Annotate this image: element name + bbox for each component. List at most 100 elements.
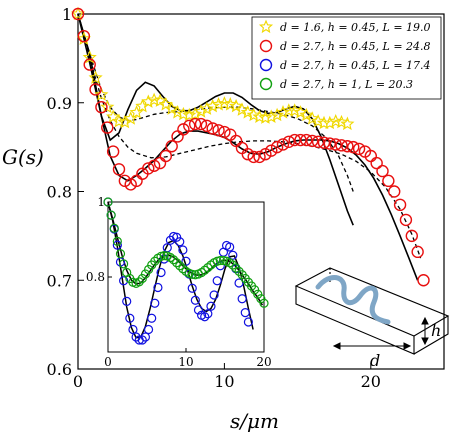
data-point-series-2	[71, 7, 85, 21]
data-point-series-1	[117, 114, 132, 129]
legend-frame	[251, 16, 442, 100]
inset-data-point-series-2	[228, 260, 238, 270]
x-axis-label: s/μm	[230, 409, 279, 433]
inset-data-point-series-1	[147, 313, 157, 323]
y-tick-label: 0.7	[47, 271, 72, 290]
inset-data-point-series-2	[159, 251, 169, 261]
data-point-series-2	[194, 117, 208, 131]
inset-data-point-series-1	[150, 298, 160, 308]
inset-data-point-series-2	[203, 263, 213, 273]
inset-data-point-series-2	[115, 249, 126, 259]
data-point-series-2	[142, 162, 155, 175]
inset-y-tick-label: 0.8	[86, 270, 105, 284]
main-ticks: 0 10 200.60.70.80.91	[47, 5, 381, 391]
y-tick-label: 0.8	[47, 183, 72, 202]
data-point-series-2	[335, 139, 348, 152]
data-point-series-1	[82, 50, 97, 64]
data-point-series-1	[70, 6, 86, 21]
data-point-series-2	[247, 150, 260, 164]
data-point-series-2	[417, 274, 430, 287]
data-point-series-2	[329, 138, 342, 151]
legend-marker-3	[259, 58, 273, 72]
y-tick-label: 0.6	[47, 360, 72, 379]
inset-plot: 0 10 20 0.8 1	[86, 195, 272, 369]
inset-y-tick-label: 1	[97, 195, 105, 209]
data-point-series-2	[405, 229, 418, 243]
data-point-series-2	[382, 174, 395, 188]
inset-data-point-series-1	[209, 290, 219, 300]
fit-curve-solid	[77, 13, 354, 226]
data-point-series-1	[141, 94, 156, 108]
x-tick-label: 10	[214, 372, 234, 391]
inset-data-point-series-2	[178, 264, 188, 274]
data-point-series-1	[164, 101, 179, 115]
inset-data-point-series-2	[112, 236, 122, 246]
data-point-series-2	[270, 140, 284, 154]
data-point-series-1	[106, 109, 121, 123]
legend-label-4: d = 2.7, h = 1, L = 20.3	[280, 78, 413, 91]
inset-x-tick-label: 10	[178, 355, 193, 369]
data-point-series-1	[188, 106, 203, 121]
data-point-series-1	[258, 110, 273, 124]
inset-data-point-series-2	[109, 223, 119, 233]
inset-data-point-series-2	[175, 261, 185, 271]
inset-data-point-series-1	[137, 335, 147, 345]
data-point-series-2	[101, 121, 114, 134]
y-tick-label: 1	[62, 5, 72, 24]
inset-data-point-series-1	[190, 295, 200, 305]
data-point-series-2	[317, 136, 331, 149]
inset-data-point-series-1	[234, 278, 244, 288]
inset-data-point-series-1	[175, 237, 185, 247]
inset-data-point-series-1	[153, 282, 163, 293]
d-label: d	[370, 351, 380, 370]
inset-data-point-series-1	[112, 240, 122, 250]
data-point-series-1	[234, 102, 250, 116]
data-point-series-1	[229, 98, 244, 113]
data-point-series-1	[135, 98, 150, 113]
legend-label-1: d = 1.6, h = 0.45, L = 19.0	[280, 21, 431, 34]
data-point-series-2	[399, 213, 413, 227]
data-point-series-2	[306, 134, 319, 148]
data-point-series-2	[95, 100, 108, 114]
data-point-series-1	[152, 93, 168, 107]
data-point-series-2	[165, 140, 178, 153]
x-tick-label: 0	[73, 372, 83, 391]
data-point-series-2	[376, 164, 389, 178]
data-point-series-2	[253, 150, 266, 164]
data-point-series-2	[323, 137, 337, 150]
inset-data-point-series-2	[103, 197, 113, 207]
data-point-series-1	[199, 101, 214, 115]
inset-ticks: 0 10 20 0.8 1	[86, 195, 272, 369]
inset-data-point-series-1	[125, 313, 135, 323]
data-point-series-2	[347, 140, 360, 154]
data-point-series-1	[100, 99, 115, 114]
inset-data-point-series-2	[118, 259, 129, 269]
data-point-series-2	[241, 148, 255, 161]
data-point-series-2	[89, 83, 102, 96]
legend: d = 1.6, h = 0.45, L = 19.0 d = 2.7, h = …	[251, 16, 442, 100]
data-point-series-1	[129, 105, 144, 119]
data-point-series-2	[276, 138, 290, 151]
h-dimension-arrow-icon	[421, 316, 429, 346]
inset-data-point-series-1	[240, 308, 250, 318]
inset-data-point-series-2	[150, 256, 160, 266]
data-point-series-2	[218, 125, 231, 139]
data-point-series-1	[305, 111, 320, 125]
h-label: h	[431, 321, 441, 340]
data-point-series-2	[183, 119, 196, 133]
d-dimension-arrow-icon	[332, 342, 412, 350]
data-point-series-2	[352, 142, 366, 156]
main-series	[70, 6, 430, 287]
data-point-series-1	[311, 113, 326, 128]
inset-data-point-series-2	[200, 265, 210, 275]
inset-data-point-series-1	[187, 283, 197, 293]
data-point-series-1	[334, 114, 349, 129]
inset-data-point-series-2	[187, 269, 197, 279]
data-point-series-1	[340, 116, 355, 131]
data-point-series-1	[275, 105, 291, 119]
data-point-series-1	[322, 115, 337, 130]
inset-data-point-series-1	[200, 312, 210, 322]
data-point-series-2	[159, 149, 173, 163]
data-point-series-1	[94, 87, 109, 101]
